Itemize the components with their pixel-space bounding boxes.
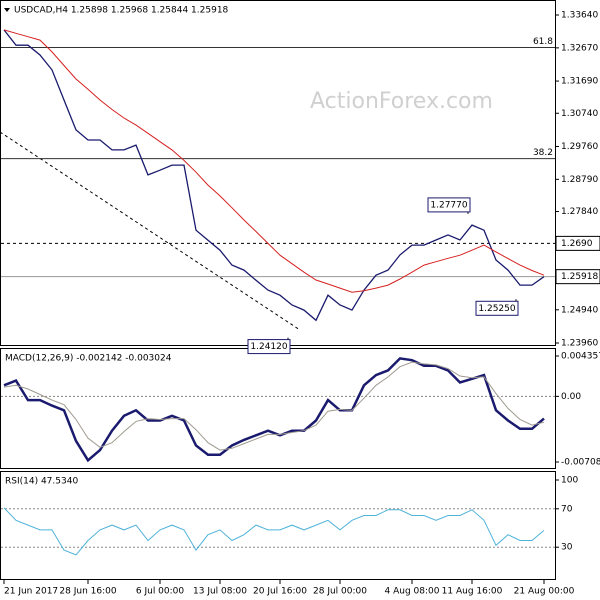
y-tick-label: 1.24940 (561, 305, 598, 315)
y-tick-label: 70 (561, 504, 573, 514)
signal-line (3, 361, 545, 451)
y-tick-label: 1.30740 (561, 109, 598, 119)
y-tick-label: 1.29760 (561, 142, 598, 152)
macd-title: MACD(12,26,9) -0.002142 -0.003024 (5, 354, 172, 364)
x-tick-label: 21 Aug 00:00 (514, 587, 575, 597)
macd-line (3, 357, 545, 463)
rsi-panel (0, 471, 556, 580)
fib-label: 38.2 (533, 148, 553, 158)
x-tick-label: 28 Jun 16:00 (59, 587, 116, 597)
x-tick-label: 28 Jul 00:00 (313, 587, 367, 597)
macd-panel (0, 348, 556, 469)
y-tick-label: 1.28790 (561, 175, 598, 185)
x-tick-label: 4 Aug 08:00 (385, 587, 440, 597)
y-tick-label: 0.004357 (561, 352, 600, 362)
x-tick-label: 13 Jul 08:00 (193, 587, 247, 597)
annotation-box (247, 339, 291, 355)
chart-title: USDCAD,H4 1.25898 1.25968 1.25844 1.2591… (14, 6, 229, 16)
annotation-box (427, 197, 471, 213)
price-line (3, 29, 545, 322)
level-box (555, 269, 600, 285)
y-tick-label: 30 (561, 543, 573, 553)
y-tick-label: 100 (561, 476, 578, 486)
rsi-title: RSI(14) 47.5340 (5, 477, 78, 487)
y-tick-label: 1.33640 (561, 11, 598, 21)
y-tick-label: 1.27840 (561, 207, 598, 217)
watermark: ActionForex.com (310, 89, 493, 114)
y-tick-label: 1.32670 (561, 43, 598, 53)
x-tick-label: 20 Jul 16:00 (253, 587, 307, 597)
level-box (555, 235, 600, 251)
y-tick-label: 1.31690 (561, 77, 598, 87)
annotation-label: 1.27770 (430, 200, 467, 210)
level-label: 1.2690 (561, 239, 593, 249)
annotation-label: 1.25250 (478, 304, 515, 314)
annotation-label: 1.24120 (250, 342, 287, 352)
fib-label: 61.8 (533, 37, 553, 47)
level-label: 1.25918 (561, 272, 598, 282)
panel-arrow (4, 8, 10, 12)
ma-line (3, 29, 545, 293)
x-tick-label: 21 Jun 2017 (4, 587, 58, 597)
x-tick-label: 6 Jul 00:00 (136, 587, 185, 597)
x-tick-label: 11 Aug 16:00 (442, 587, 503, 597)
annotation-box (475, 300, 519, 316)
y-tick-label: 1.23960 (561, 339, 598, 349)
rsi-line (3, 507, 545, 556)
y-tick-label: 0.00 (561, 392, 581, 402)
